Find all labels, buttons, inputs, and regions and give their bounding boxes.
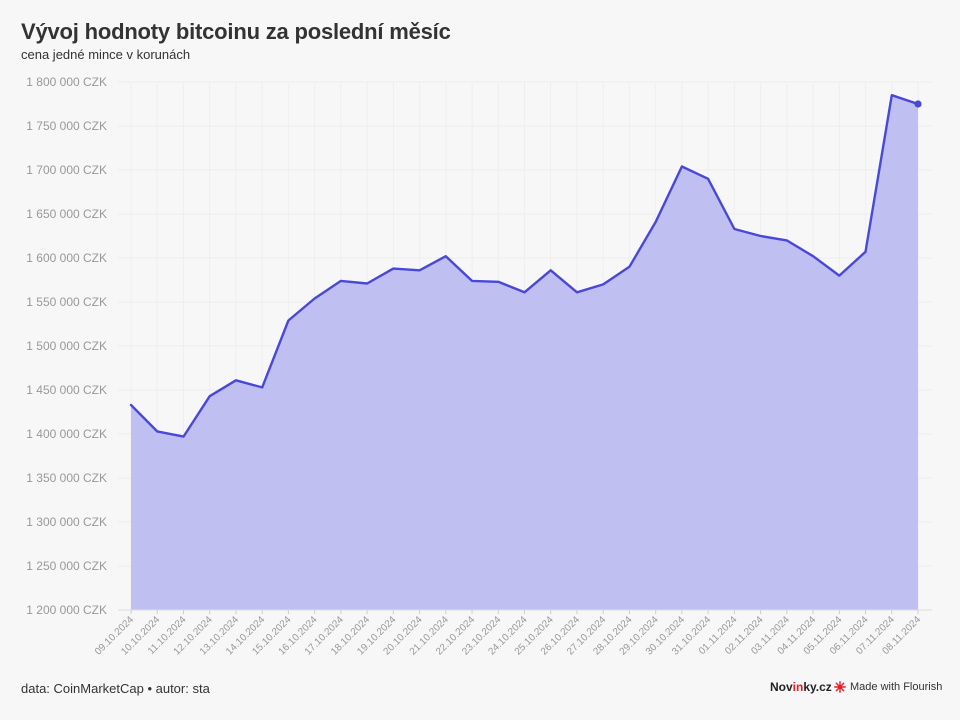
data-point — [864, 250, 868, 254]
last-data-point — [914, 100, 922, 108]
y-tick-label: 1 750 000 CZK — [26, 119, 107, 133]
y-tick-label: 1 450 000 CZK — [26, 383, 107, 397]
series-area — [131, 95, 918, 610]
data-point — [181, 435, 185, 439]
brand-logo[interactable]: Novinky.cz — [770, 680, 832, 694]
data-point — [680, 164, 684, 168]
area-chart: 1 200 000 CZK 1 250 000 CZK 1 300 000 CZK 1… — [26, 75, 932, 658]
data-point — [496, 280, 500, 284]
data-point — [155, 429, 159, 433]
data-point — [339, 279, 343, 283]
y-tick-label: 1 300 000 CZK — [26, 515, 107, 529]
data-point — [523, 290, 527, 294]
y-tick-label: 1 600 000 CZK — [26, 251, 107, 265]
data-point — [601, 282, 605, 286]
data-point — [260, 385, 264, 389]
data-point — [627, 265, 631, 269]
made-with-flourish-label: Made with Flourish — [850, 681, 943, 693]
y-tick-label: 1 550 000 CZK — [26, 295, 107, 309]
data-point — [837, 274, 841, 278]
data-point — [444, 254, 448, 258]
data-point — [313, 296, 317, 300]
y-tick-label: 1 250 000 CZK — [26, 559, 107, 573]
y-tick-label: 1 500 000 CZK — [26, 339, 107, 353]
flourish-icon — [834, 681, 846, 693]
data-point — [732, 227, 736, 231]
chart-title: Vývoj hodnoty bitcoinu za poslední měsíc — [21, 19, 451, 44]
data-point — [234, 378, 238, 382]
data-point — [575, 290, 579, 294]
data-point — [391, 267, 395, 271]
data-point — [785, 238, 789, 242]
data-point — [890, 93, 894, 97]
data-point — [654, 220, 658, 224]
data-point — [706, 177, 710, 181]
data-point — [470, 279, 474, 283]
data-point — [811, 254, 815, 258]
data-point — [208, 394, 212, 398]
y-tick-label: 1 650 000 CZK — [26, 207, 107, 221]
data-point — [759, 234, 763, 238]
data-point — [365, 282, 369, 286]
data-point — [286, 318, 290, 322]
y-tick-label: 1 400 000 CZK — [26, 427, 107, 441]
source-credit: data: CoinMarketCap • autor: sta — [21, 681, 210, 696]
data-point — [418, 268, 422, 272]
y-tick-label: 1 800 000 CZK — [26, 75, 107, 89]
y-tick-label: 1 200 000 CZK — [26, 603, 107, 617]
brand-suffix: ky.cz — [803, 680, 832, 694]
series-line — [129, 94, 920, 438]
data-point — [129, 403, 133, 407]
brand-accent: in — [792, 680, 804, 694]
y-tick-label: 1 350 000 CZK — [26, 471, 107, 485]
y-tick-label: 1 700 000 CZK — [26, 163, 107, 177]
data-point — [549, 268, 553, 272]
brand-prefix: Nov — [770, 680, 793, 694]
made-with-flourish-link[interactable]: Made with Flourish — [834, 681, 942, 693]
chart-subtitle: cena jedné mince v korunách — [21, 47, 191, 62]
